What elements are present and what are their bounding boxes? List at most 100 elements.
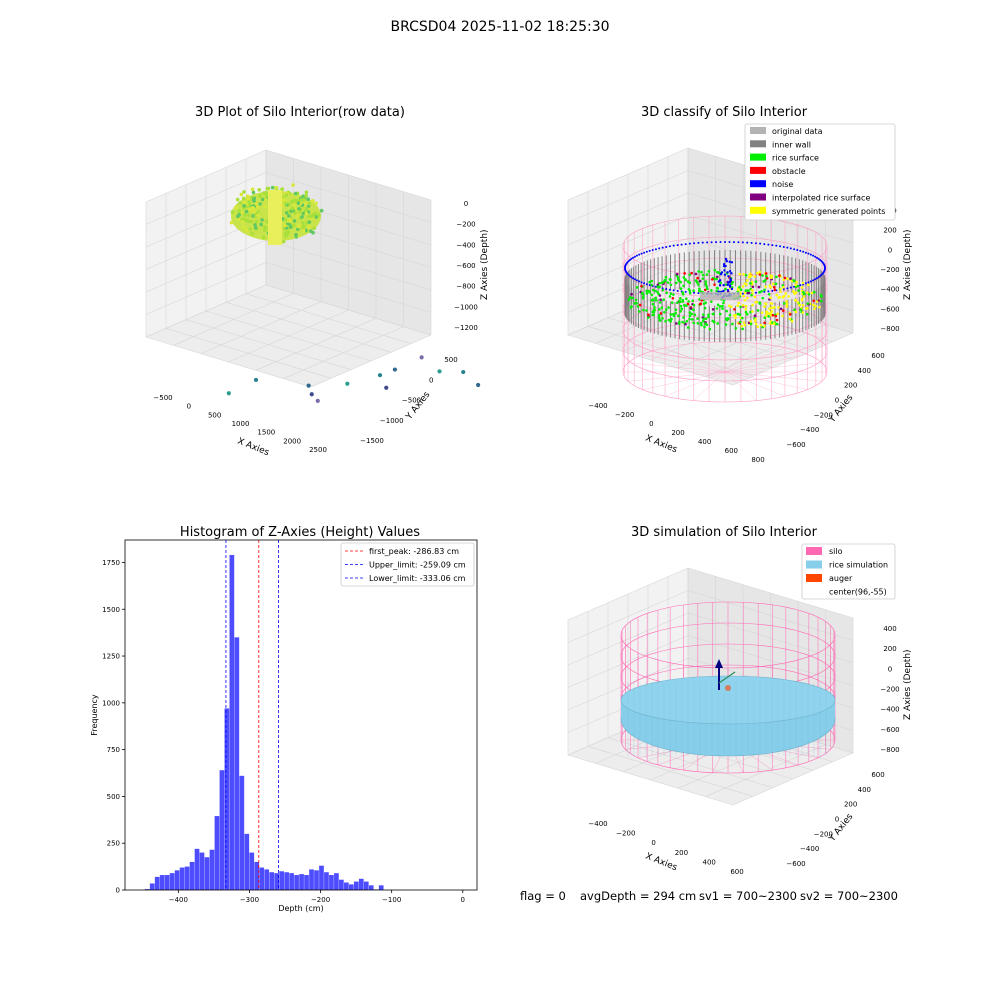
noise-point [724, 241, 726, 243]
histogram-bar [289, 873, 294, 890]
panel-raw-3d: 3D Plot of Silo Interior(row data) −500 0… [145, 105, 490, 458]
surface-point [795, 280, 798, 284]
noise-point [789, 286, 792, 289]
surface-point [665, 291, 668, 295]
surface-point [771, 313, 775, 317]
noise-point [809, 280, 812, 283]
cluster-point [284, 231, 288, 235]
histogram-bar [189, 861, 195, 890]
grid-line [567, 567, 689, 621]
z-tick-label: −800 [456, 283, 475, 291]
surface-point [711, 278, 714, 281]
panel-classify-title: 3D classify of Silo Interior [641, 105, 808, 120]
surface-point [685, 297, 688, 301]
surface-point [806, 302, 810, 305]
x-tick-label: −400 [169, 896, 188, 904]
legend-swatch [806, 547, 822, 555]
surface-point [775, 293, 779, 297]
surface-point [769, 296, 772, 300]
noise-point [815, 277, 818, 280]
status-sv1: sv1 = 700~2300 [699, 889, 797, 903]
surface-point [658, 281, 661, 285]
legend-label: silo [829, 547, 843, 556]
noise-point [823, 265, 826, 268]
noise-point [763, 290, 766, 293]
noise-point [796, 249, 799, 252]
y-tick-label: 400 [858, 786, 871, 794]
histogram-bar [154, 876, 160, 890]
auger-head [725, 685, 731, 691]
noise-point [779, 245, 782, 248]
surface-point [657, 313, 661, 317]
surface-point [801, 311, 805, 314]
surface-point [648, 280, 652, 284]
cluster-point [256, 210, 261, 214]
histogram-bar [219, 770, 225, 890]
y-tick-label: 500 [444, 356, 457, 364]
surface-point [656, 291, 659, 294]
z-tick-label: 0 [888, 246, 892, 254]
cluster-point [242, 190, 246, 194]
surface-point [769, 274, 773, 277]
surface-point [784, 292, 788, 295]
z-tick-label: 200 [883, 227, 896, 235]
surface-point [681, 291, 684, 294]
noise-point [635, 279, 638, 282]
z-tick-label: 400 [883, 625, 896, 633]
legend-frame [744, 123, 896, 221]
noise-point [729, 279, 732, 282]
y-tick-label: 0 [429, 376, 433, 384]
surface-point [728, 313, 732, 317]
surface-point [664, 319, 667, 323]
surface-point [661, 281, 665, 284]
legend-label: auger [829, 574, 853, 583]
noise-point [741, 241, 744, 244]
noise-point [726, 283, 729, 287]
grid-line [145, 336, 312, 388]
p2-y-axis-label: Y Axies [827, 393, 856, 426]
cluster-point [300, 215, 304, 219]
outlier-point [392, 367, 397, 372]
outlier-point [345, 381, 350, 386]
noise-point [635, 254, 638, 257]
cluster-point [262, 228, 267, 232]
surface-point [764, 272, 768, 275]
histogram-bar [334, 873, 339, 890]
histogram-bar [264, 869, 270, 890]
cluster-point [296, 224, 301, 229]
cluster-point [247, 199, 252, 204]
noise-point [628, 275, 631, 278]
panel-simulation-3d: 3D simulation of Silo Interior −400−2000… [567, 525, 913, 876]
cluster-point [245, 228, 249, 233]
noise-point [771, 289, 774, 292]
surface-point [802, 295, 806, 298]
surface-point [642, 308, 645, 312]
surface-point [687, 300, 690, 303]
surface-point [798, 303, 802, 307]
x-tick-label: −200 [615, 411, 634, 419]
noise-point [786, 287, 789, 290]
cluster-point [304, 211, 309, 216]
p1-rice-cluster [229, 183, 324, 245]
surface-point [647, 289, 651, 293]
surface-point [794, 298, 798, 302]
surface-point [763, 305, 766, 309]
surface-point [698, 279, 702, 283]
surface-point [738, 285, 741, 289]
grid-line [705, 744, 826, 797]
surface-point [630, 292, 633, 296]
original-data-mark [700, 292, 740, 300]
cluster-point [259, 222, 263, 227]
noise-point [638, 253, 641, 256]
noise-point [793, 248, 796, 251]
histogram-bar [174, 870, 180, 890]
histogram-bar [159, 875, 165, 890]
grid-line [567, 334, 734, 386]
x-tick-label: 1500 [257, 429, 275, 437]
cluster-point [241, 225, 246, 230]
surface-point [772, 285, 776, 289]
histogram-bars [144, 554, 384, 890]
surface-point [812, 303, 815, 307]
surface-point [806, 283, 810, 287]
